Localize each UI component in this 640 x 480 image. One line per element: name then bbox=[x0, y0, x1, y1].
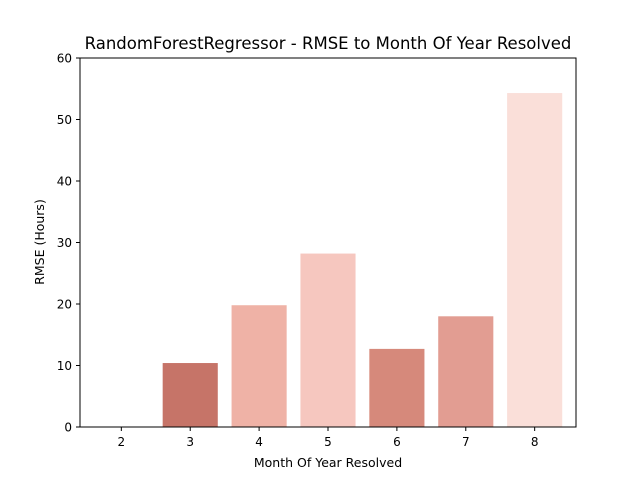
y-tick-label-50: 50 bbox=[57, 113, 72, 127]
y-tick-label-20: 20 bbox=[57, 298, 72, 312]
x-tick-label-8: 8 bbox=[531, 435, 539, 449]
y-tick-label-10: 10 bbox=[57, 359, 72, 373]
x-tick-label-6: 6 bbox=[393, 435, 401, 449]
x-tick-label-2: 2 bbox=[118, 435, 126, 449]
y-tick-label-0: 0 bbox=[64, 421, 72, 435]
x-axis-label: Month Of Year Resolved bbox=[254, 455, 402, 470]
x-tick-label-5: 5 bbox=[324, 435, 332, 449]
y-axis-label: RMSE (Hours) bbox=[32, 199, 47, 285]
x-tick-label-4: 4 bbox=[255, 435, 263, 449]
y-tick-label-40: 40 bbox=[57, 175, 72, 189]
bar-8 bbox=[507, 93, 563, 427]
bar-5 bbox=[300, 253, 356, 427]
x-tick-label-7: 7 bbox=[462, 435, 470, 449]
bar-6 bbox=[369, 348, 425, 427]
bar-4 bbox=[231, 305, 287, 427]
y-tick-label-30: 30 bbox=[57, 236, 72, 250]
chart-title: RandomForestRegressor - RMSE to Month Of… bbox=[85, 34, 572, 53]
y-tick-label-60: 60 bbox=[57, 52, 72, 66]
bar-3 bbox=[162, 363, 218, 427]
x-tick-label-3: 3 bbox=[186, 435, 194, 449]
plot-area: 2 3 4 5 6 7 8 0 10 20 30 40 50 60 bbox=[57, 52, 577, 449]
bar-7 bbox=[438, 316, 494, 427]
